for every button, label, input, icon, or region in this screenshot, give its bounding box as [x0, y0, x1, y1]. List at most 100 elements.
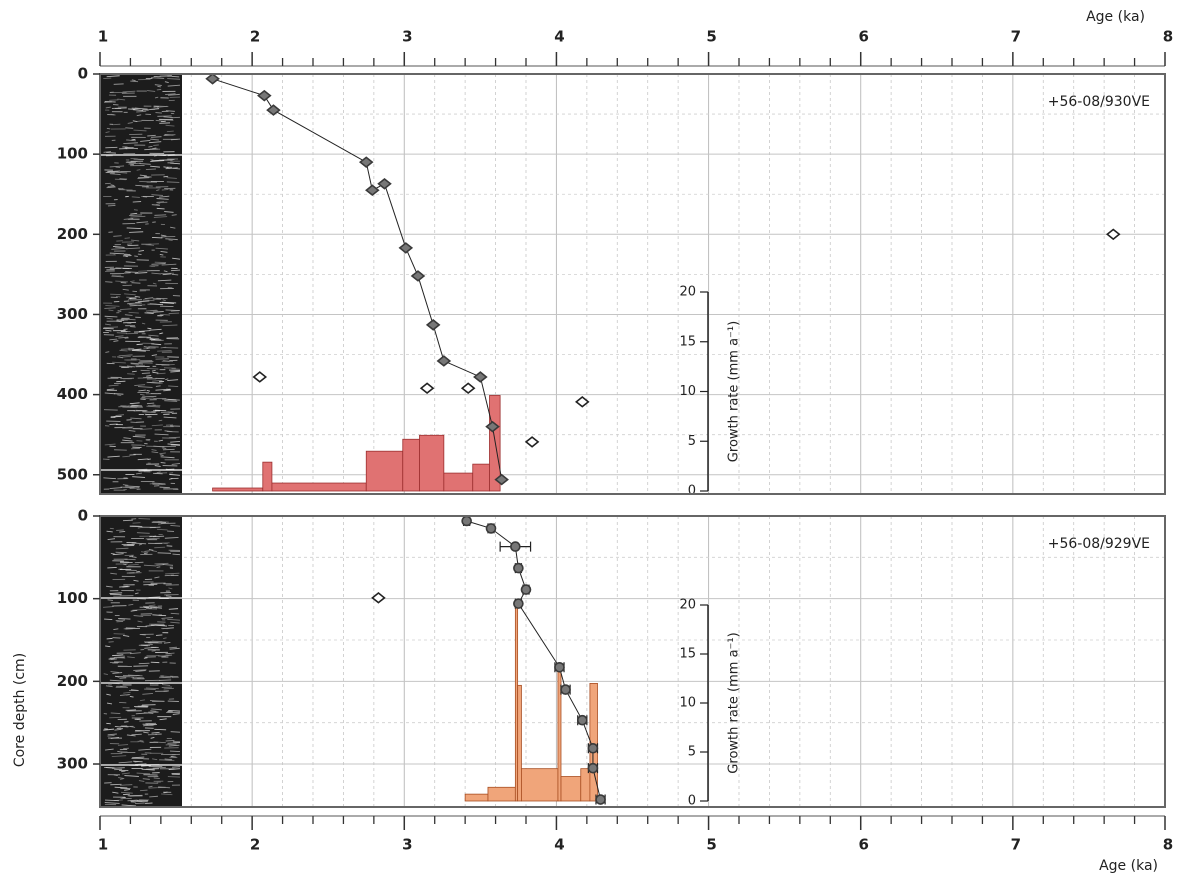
x-tick-label: 1: [98, 28, 108, 46]
growth-bar: [581, 769, 590, 801]
growth-bar: [444, 473, 473, 491]
outlier-point: [1107, 230, 1119, 240]
core-streak: [159, 680, 171, 681]
core-streak: [123, 520, 133, 521]
growth-tick-label: 5: [688, 745, 696, 760]
core-streak: [134, 210, 138, 211]
core-streak: [142, 396, 156, 397]
age-point: [514, 564, 523, 573]
growth-bar: [263, 462, 272, 491]
age-point: [400, 243, 412, 253]
core-streak: [169, 647, 177, 648]
core-streak: [125, 196, 128, 197]
core-streak: [146, 769, 159, 770]
core-streak: [156, 386, 161, 387]
core-streak: [137, 533, 150, 534]
core-streak: [142, 373, 150, 374]
age-point: [258, 91, 270, 101]
core-streak: [165, 575, 174, 576]
panel-label: +56-08/929VE: [1048, 536, 1150, 552]
growth-bar: [272, 483, 366, 491]
growth-axis-label: Growth rate (mm a⁻¹): [727, 632, 742, 773]
growth-tick-label: 15: [679, 334, 696, 349]
x-tick-label: 6: [858, 28, 868, 46]
x-tick-label: 1: [98, 836, 108, 854]
x-tick-label: 7: [1011, 28, 1021, 46]
growth-bar: [403, 439, 420, 491]
x-axis-label: Age (ka): [1086, 9, 1145, 25]
core-streak: [133, 202, 141, 203]
age-point: [438, 356, 450, 366]
core-streak: [161, 462, 166, 463]
age-point: [588, 744, 597, 753]
core-streak: [170, 117, 180, 118]
panel-label: +56-08/930VE: [1048, 94, 1150, 110]
core-streak: [143, 110, 149, 111]
core-streak: [165, 760, 174, 761]
core-streak: [104, 619, 112, 620]
core-streak: [158, 553, 171, 554]
age-point: [514, 599, 523, 608]
core-streak: [163, 176, 168, 177]
y-tick-label: 300: [57, 305, 88, 323]
core-streak: [114, 84, 124, 85]
core-streak: [130, 326, 136, 327]
core-streak: [159, 677, 171, 678]
age-point: [427, 320, 439, 330]
age-point: [474, 372, 486, 382]
age-model-line: [213, 79, 502, 480]
core-streak: [107, 638, 113, 639]
y-tick-label: 200: [57, 672, 88, 690]
core-streak: [119, 620, 124, 621]
core-streak: [157, 89, 161, 90]
core-streak: [157, 86, 160, 87]
x-tick-label: 2: [250, 28, 260, 46]
core-streak: [125, 128, 133, 129]
growth-tick-label: 10: [679, 696, 696, 711]
core-streak: [172, 754, 180, 755]
growth-bar: [561, 777, 581, 802]
x-tick-label: 5: [706, 28, 716, 46]
core-streak: [152, 641, 165, 642]
core-streak: [160, 487, 170, 488]
core-streak: [147, 403, 154, 404]
core-streak: [156, 364, 170, 365]
y-tick-label: 100: [57, 589, 88, 607]
core-streak: [152, 237, 162, 238]
core-streak: [124, 722, 128, 723]
core-streak: [131, 139, 135, 140]
growth-bar: [518, 685, 522, 801]
age-point: [366, 185, 378, 195]
age-point: [588, 764, 597, 773]
y-tick-label: 200: [57, 225, 88, 243]
core-streak: [133, 523, 141, 524]
x-tick-label: 3: [402, 28, 412, 46]
core-streak: [145, 803, 153, 804]
x-tick-label: 4: [554, 28, 564, 46]
page: {"chart_data": [ {"type": "line", "label…: [0, 0, 1179, 875]
core-streak: [139, 336, 148, 337]
core-streak: [173, 168, 180, 169]
core-streak: [120, 350, 128, 351]
panel-frame: [100, 516, 1165, 807]
growth-bar: [420, 435, 444, 491]
x-axis-label: Age (ka): [1099, 858, 1158, 874]
core-streak: [152, 370, 156, 371]
growth-bar: [521, 769, 558, 801]
age-point: [207, 74, 219, 84]
core-streak: [137, 344, 143, 345]
x-tick-label: 8: [1163, 836, 1173, 854]
x-tick-label: 5: [706, 836, 716, 854]
y-axis-label: Core depth (cm): [12, 653, 28, 767]
growth-axis-label: Growth rate (mm a⁻¹): [727, 321, 742, 462]
core-streak: [111, 713, 121, 714]
core-streak: [134, 256, 138, 257]
core-streak: [116, 548, 129, 549]
age-point: [596, 795, 605, 804]
core-streak: [116, 296, 120, 297]
core-streak: [173, 554, 180, 555]
core-streak: [147, 368, 159, 369]
core-streak: [153, 473, 163, 474]
core-streak: [125, 628, 140, 629]
core-streak: [153, 536, 164, 537]
